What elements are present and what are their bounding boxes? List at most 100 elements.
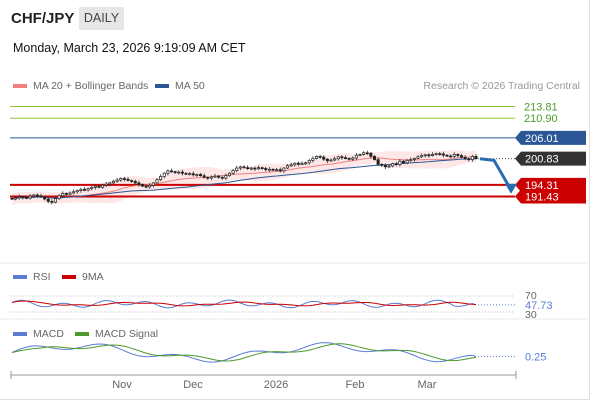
candle-body <box>398 160 402 165</box>
candle-body <box>383 164 387 168</box>
timeframe-badge[interactable]: DAILY <box>79 7 124 30</box>
candle-body <box>238 166 242 169</box>
candle-body <box>57 195 61 199</box>
candle-body <box>275 169 279 172</box>
candle-body <box>46 198 50 202</box>
candle-body <box>35 194 39 197</box>
ma50-legend-label: MA 50 <box>175 80 205 92</box>
price-level-label: 210.90 <box>524 113 558 125</box>
candle-body <box>166 170 170 174</box>
forecast-arrowhead <box>505 183 517 194</box>
x-tick-label: Feb <box>346 379 365 391</box>
price-level-tag <box>515 177 586 192</box>
candle-body <box>409 159 413 161</box>
candle-body <box>405 160 409 164</box>
candle-body <box>39 195 43 198</box>
candle-body <box>311 158 315 161</box>
timestamp: Monday, March 23, 2026 9:19:09 AM CET <box>13 41 246 55</box>
candle-body <box>354 154 358 159</box>
candle-body <box>140 184 145 187</box>
candle-body <box>188 173 192 176</box>
candle-body <box>242 166 246 169</box>
macd-signal-line <box>11 343 477 362</box>
candle-body <box>253 167 257 170</box>
candle-body <box>17 196 21 199</box>
candle-body <box>333 158 337 161</box>
candle-body <box>278 169 282 172</box>
macd-legend-label: MACD <box>33 328 64 340</box>
macd-value-label: 0.25 <box>525 352 546 364</box>
candle-body <box>231 170 235 174</box>
candle-body <box>456 154 460 156</box>
candle-body <box>351 157 355 160</box>
candles <box>10 150 478 205</box>
candle-body <box>206 176 210 179</box>
candle-body <box>159 176 163 181</box>
candle-body <box>449 155 453 158</box>
ma50-legend-swatch <box>155 84 169 88</box>
candle-body <box>438 153 442 155</box>
candle-body <box>474 156 478 160</box>
candle-body <box>380 164 384 166</box>
candle-body <box>101 184 105 188</box>
rsi-tick-label: 30 <box>525 309 537 321</box>
candle-body <box>169 170 174 173</box>
candle-body <box>162 172 166 177</box>
candle-body <box>365 152 369 155</box>
candle-body <box>340 156 344 159</box>
price-level-label: 213.81 <box>524 102 558 114</box>
candle-body <box>133 180 137 184</box>
credit-text: Research © 2026 Trading Central <box>423 80 580 92</box>
candle-body <box>463 156 467 160</box>
candle-body <box>111 180 116 184</box>
candle-body <box>289 164 293 167</box>
price-level-label: 191.43 <box>525 191 559 203</box>
candle-body <box>177 171 181 174</box>
candle-body <box>119 178 123 181</box>
candle-body <box>256 167 261 170</box>
candle-body <box>227 172 232 177</box>
candle-body <box>86 188 90 191</box>
candle-body <box>416 156 420 159</box>
candle-body <box>24 197 29 199</box>
candle-body <box>75 190 79 193</box>
rsi-legend-swatch <box>13 275 27 279</box>
macd-signal-legend-label: MACD Signal <box>95 328 159 340</box>
candle-body <box>137 182 141 185</box>
candle-body <box>90 186 94 189</box>
candle-body <box>64 193 68 195</box>
candle-body <box>43 196 47 200</box>
pair-title: CHF/JPY <box>11 10 75 27</box>
candle-body <box>224 175 228 179</box>
candle-body <box>10 197 14 200</box>
candle-body <box>420 155 424 158</box>
candle-body <box>148 184 152 188</box>
candle-body <box>144 185 148 188</box>
candle-body <box>267 168 271 171</box>
candle-body <box>376 159 380 165</box>
candle-body <box>427 154 431 157</box>
candle-body <box>249 167 253 170</box>
candle-body <box>329 159 333 162</box>
candle-body <box>343 157 348 159</box>
candle-body <box>296 162 300 165</box>
candle-body <box>387 165 391 168</box>
price-level-label: 194.31 <box>525 180 559 192</box>
macd-line <box>11 342 477 363</box>
ma20-legend-swatch <box>13 84 27 88</box>
candle-body <box>93 185 97 188</box>
ma20-legend-label: MA 20 + Bollinger Bands <box>33 80 149 92</box>
candle-body <box>459 155 464 158</box>
candle-body <box>318 156 322 158</box>
candle-body <box>307 160 311 164</box>
candle-body <box>50 201 54 203</box>
candle-body <box>423 154 427 157</box>
candle-body <box>126 178 130 181</box>
macd-legend-swatch <box>13 332 27 336</box>
candle-body <box>271 168 275 171</box>
candle-body <box>264 168 268 171</box>
candle-body <box>434 153 438 155</box>
candle-body <box>282 167 286 172</box>
candle-body <box>441 153 445 156</box>
